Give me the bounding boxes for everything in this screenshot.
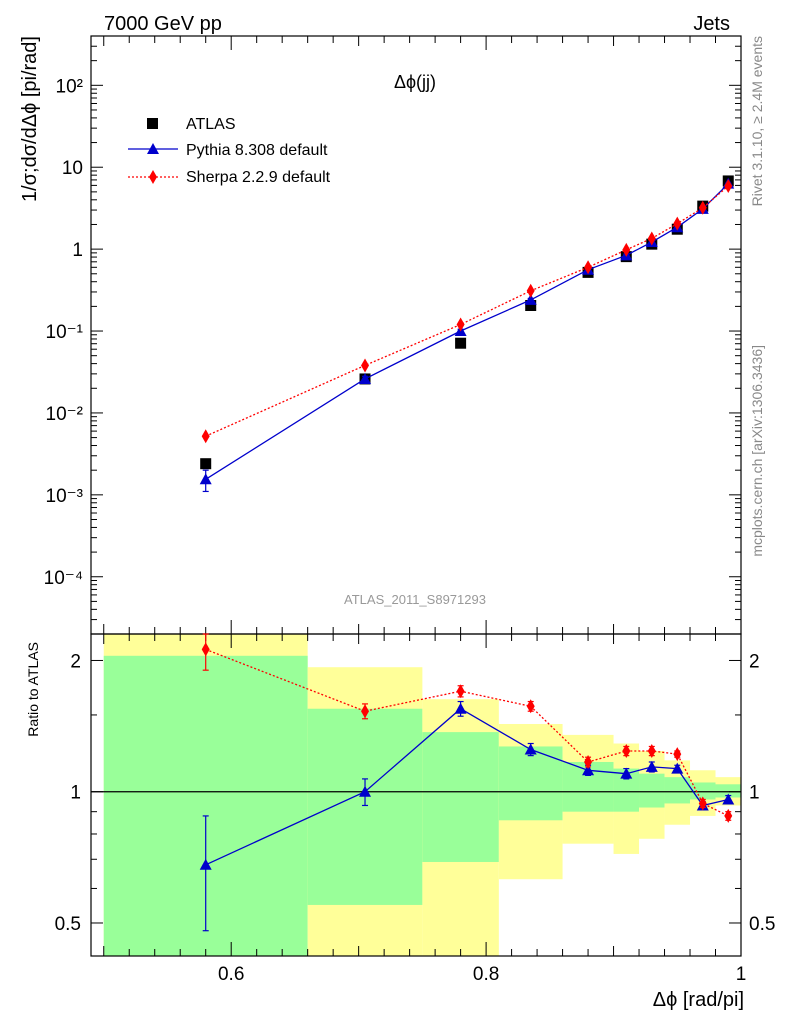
data-point [199, 473, 212, 485]
legend: ATLAS Pythia 8.308 default Sherpa 2.2.9 … [128, 116, 331, 186]
data-point [361, 704, 370, 719]
series-layer [199, 175, 735, 932]
legend-marker-sherpa [149, 170, 157, 184]
series-line [205, 185, 729, 437]
axes-layer: 10⁻⁴ 10⁻³ 10⁻² 10⁻¹ 1 10 10² 0.5 0.5 1 1 2 2 0.6 0.8 1 [44, 35, 775, 985]
data-point [525, 299, 537, 311]
main-y-tick-label: 10⁻⁴ [44, 568, 83, 589]
data-point [673, 747, 682, 762]
data-point [526, 699, 535, 714]
data-point [673, 216, 682, 231]
legend-label-sherpa: Sherpa 2.2.9 default [186, 169, 331, 186]
legend-marker-pythia [147, 143, 159, 154]
ratio-y-tick-label-left: 0.5 [55, 914, 81, 935]
ratio-y-tick-label-right: 0.5 [749, 914, 775, 935]
data-point [359, 785, 372, 797]
ratio-y-tick-label-right: 2 [749, 651, 760, 672]
legend-marker-atlas [147, 118, 158, 129]
green-band-bin [307, 708, 423, 905]
ratio-y-tick-label-left: 1 [70, 783, 81, 804]
mcplots-label: mcplots.cern.ch [arXiv:1306.3436] [749, 345, 765, 557]
data-point [584, 260, 593, 275]
data-point [361, 358, 370, 373]
x-tick-label: 1 [736, 964, 747, 985]
data-point [456, 684, 465, 699]
data-point [199, 858, 212, 870]
green-band-bin [422, 732, 499, 862]
data-point [456, 317, 465, 332]
series-line [205, 648, 729, 817]
ratio-plot-frame [90, 633, 742, 957]
legend-label-pythia: Pythia 8.308 default [186, 142, 328, 159]
series-line [205, 707, 729, 866]
main-y-tick-label: 10⁻² [46, 404, 84, 425]
data-point [698, 200, 707, 215]
legend-label-atlas: ATLAS [186, 116, 236, 133]
main-atlas-series [200, 175, 734, 470]
data-point [201, 429, 210, 444]
main-y-axis-label: 1/σ;dσ/dΔϕ [pi/rad] [19, 36, 41, 202]
ratio-bands [103, 634, 741, 956]
data-point [647, 231, 656, 246]
data-point [722, 793, 735, 805]
data-point [671, 762, 684, 774]
data-point [698, 796, 707, 811]
ratio-sherpa-series [201, 633, 733, 823]
main-y-tick-label: 10 [62, 158, 83, 179]
green-band-bin [498, 746, 563, 821]
ratio-y-tick-label-left: 2 [70, 651, 81, 672]
green-band-bin [715, 784, 741, 798]
main-y-tick-label: 10² [56, 76, 83, 97]
x-tick-label: 0.6 [218, 964, 244, 985]
data-point [622, 242, 631, 257]
data-point [454, 702, 467, 714]
header-left: 7000 GeV pp [104, 13, 222, 35]
data-point [200, 458, 212, 470]
data-point [524, 743, 537, 755]
data-point [455, 337, 467, 349]
main-y-tick-label: 1 [72, 240, 83, 261]
ratio-y-axis-label: Ratio to ATLAS [25, 642, 41, 737]
data-point [724, 178, 733, 193]
data-point [359, 372, 372, 384]
main-y-tick-label: 10⁻³ [46, 486, 84, 507]
main-y-tick-label: 10⁻¹ [46, 322, 84, 343]
data-point [724, 808, 733, 823]
rivet-label: Rivet 3.1.10, ≥ 2.4M events [749, 36, 765, 206]
data-point [524, 293, 537, 305]
data-point [201, 642, 210, 657]
data-point [582, 764, 595, 776]
data-point [647, 743, 656, 758]
data-point [622, 743, 631, 758]
analysis-tag: ATLAS_2011_S8971293 [344, 592, 486, 607]
data-point [526, 283, 535, 298]
ratio-y-tick-label-right: 1 [749, 783, 760, 804]
data-point [620, 767, 633, 779]
green-band-bin [639, 773, 665, 808]
main-sherpa-series [201, 178, 733, 444]
series-line [205, 183, 729, 480]
main-pythia-series [199, 177, 735, 493]
header-right: Jets [693, 13, 730, 35]
x-tick-label: 0.8 [473, 964, 499, 985]
data-point [645, 760, 658, 772]
main-title: Δϕ(jj) [394, 72, 436, 92]
x-axis-label: Δϕ [rad/pi] [653, 989, 744, 1011]
ratio-pythia-series [199, 700, 735, 932]
data-point [584, 754, 593, 769]
